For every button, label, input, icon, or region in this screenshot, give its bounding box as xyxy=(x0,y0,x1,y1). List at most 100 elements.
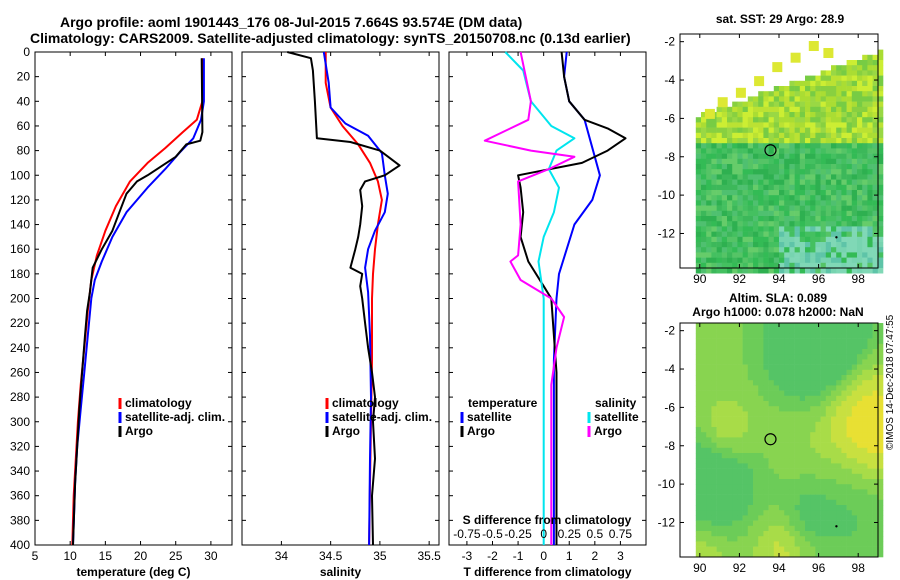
map-cell xyxy=(789,221,795,227)
map-cell xyxy=(701,117,707,123)
map-cell xyxy=(815,117,821,123)
map-cell xyxy=(727,453,733,459)
map-cell xyxy=(721,169,728,175)
map-cell xyxy=(727,510,733,516)
map-cell xyxy=(706,148,712,154)
map-cell xyxy=(789,247,795,253)
map-cell xyxy=(810,447,816,454)
map-cell xyxy=(758,247,764,253)
map-cell xyxy=(789,328,795,334)
map-cell xyxy=(758,323,764,329)
map-cell xyxy=(721,499,728,506)
map-cell xyxy=(758,143,764,149)
map-cell xyxy=(831,236,837,243)
map-cell xyxy=(768,195,775,201)
map-cell xyxy=(877,369,884,376)
map-cell xyxy=(753,127,759,134)
temperature-x-tick-label: 5 xyxy=(32,549,39,563)
map-cell xyxy=(836,221,842,227)
map-cell xyxy=(815,96,821,102)
map-cell xyxy=(794,117,801,123)
series-s-satellite xyxy=(504,51,576,545)
map-cell xyxy=(862,236,868,243)
map-cell xyxy=(810,473,816,480)
map-cell xyxy=(784,427,790,433)
map-cell xyxy=(877,411,884,417)
map-cell xyxy=(799,132,806,139)
map-cell xyxy=(706,169,712,175)
map-cell xyxy=(846,127,853,134)
map-cell xyxy=(763,380,769,386)
map-cell xyxy=(846,184,853,191)
map-cell xyxy=(763,117,769,123)
map-cell xyxy=(753,546,759,553)
map-cell xyxy=(727,395,733,402)
map-cell xyxy=(716,437,723,443)
map-cell xyxy=(820,385,827,391)
map-cell xyxy=(799,520,806,527)
map-cell xyxy=(857,268,863,274)
map-cell xyxy=(825,96,832,102)
map-cell xyxy=(701,525,707,532)
map-cell xyxy=(862,468,868,475)
map-cell xyxy=(779,468,785,475)
map-cell xyxy=(799,479,806,485)
map-cell xyxy=(701,200,707,206)
map-cell xyxy=(773,262,780,269)
map-cell xyxy=(836,323,842,329)
map-cell xyxy=(877,262,884,269)
map-cell xyxy=(779,132,785,139)
difference-plot-frame xyxy=(448,51,647,546)
map-cell xyxy=(706,421,712,428)
map-cell xyxy=(805,164,811,170)
map-cell xyxy=(805,117,811,123)
map-cell xyxy=(701,231,707,238)
map-cell xyxy=(716,231,723,238)
map-cell xyxy=(877,75,884,82)
map-cell xyxy=(877,551,884,558)
map-cell xyxy=(716,252,723,258)
map-cell xyxy=(737,494,743,501)
map-cell xyxy=(831,510,837,516)
map-cell xyxy=(784,385,790,391)
map-cell xyxy=(851,101,858,108)
map-cell xyxy=(851,380,858,386)
map-cell xyxy=(716,117,723,123)
map-cell xyxy=(789,484,795,490)
map-cell xyxy=(753,510,759,516)
map-cell xyxy=(695,551,702,558)
map-cell xyxy=(706,195,712,201)
map-cell xyxy=(773,416,780,423)
map-cell xyxy=(815,375,821,381)
map-cell xyxy=(867,148,873,154)
map-cell xyxy=(825,252,832,258)
map-cell xyxy=(805,221,811,227)
map-cell xyxy=(747,421,754,428)
map-cell xyxy=(857,458,863,464)
map-cell xyxy=(805,247,811,253)
map-cell xyxy=(815,257,821,264)
map-cell xyxy=(706,242,712,248)
map-cell xyxy=(701,179,707,186)
map-cell xyxy=(721,463,728,469)
map-cell xyxy=(727,473,733,480)
map-cell xyxy=(727,385,733,391)
map-cell xyxy=(701,143,707,149)
map-cell xyxy=(706,484,712,490)
map-cell xyxy=(867,494,873,501)
map-cell xyxy=(794,369,801,376)
map-cell xyxy=(737,395,743,402)
difference-x-tick-label: -2 xyxy=(487,549,498,563)
map-cell xyxy=(711,442,717,449)
map-cell xyxy=(872,437,879,443)
map-cell xyxy=(794,546,801,553)
map-cell xyxy=(742,453,749,459)
map-cell xyxy=(857,531,863,537)
map-cell xyxy=(758,421,764,428)
map-cell xyxy=(753,143,759,149)
map-cell xyxy=(768,247,775,253)
map-cell xyxy=(794,541,801,547)
map-cell xyxy=(862,510,868,516)
map-cell xyxy=(867,96,873,102)
map-cell xyxy=(789,106,795,113)
